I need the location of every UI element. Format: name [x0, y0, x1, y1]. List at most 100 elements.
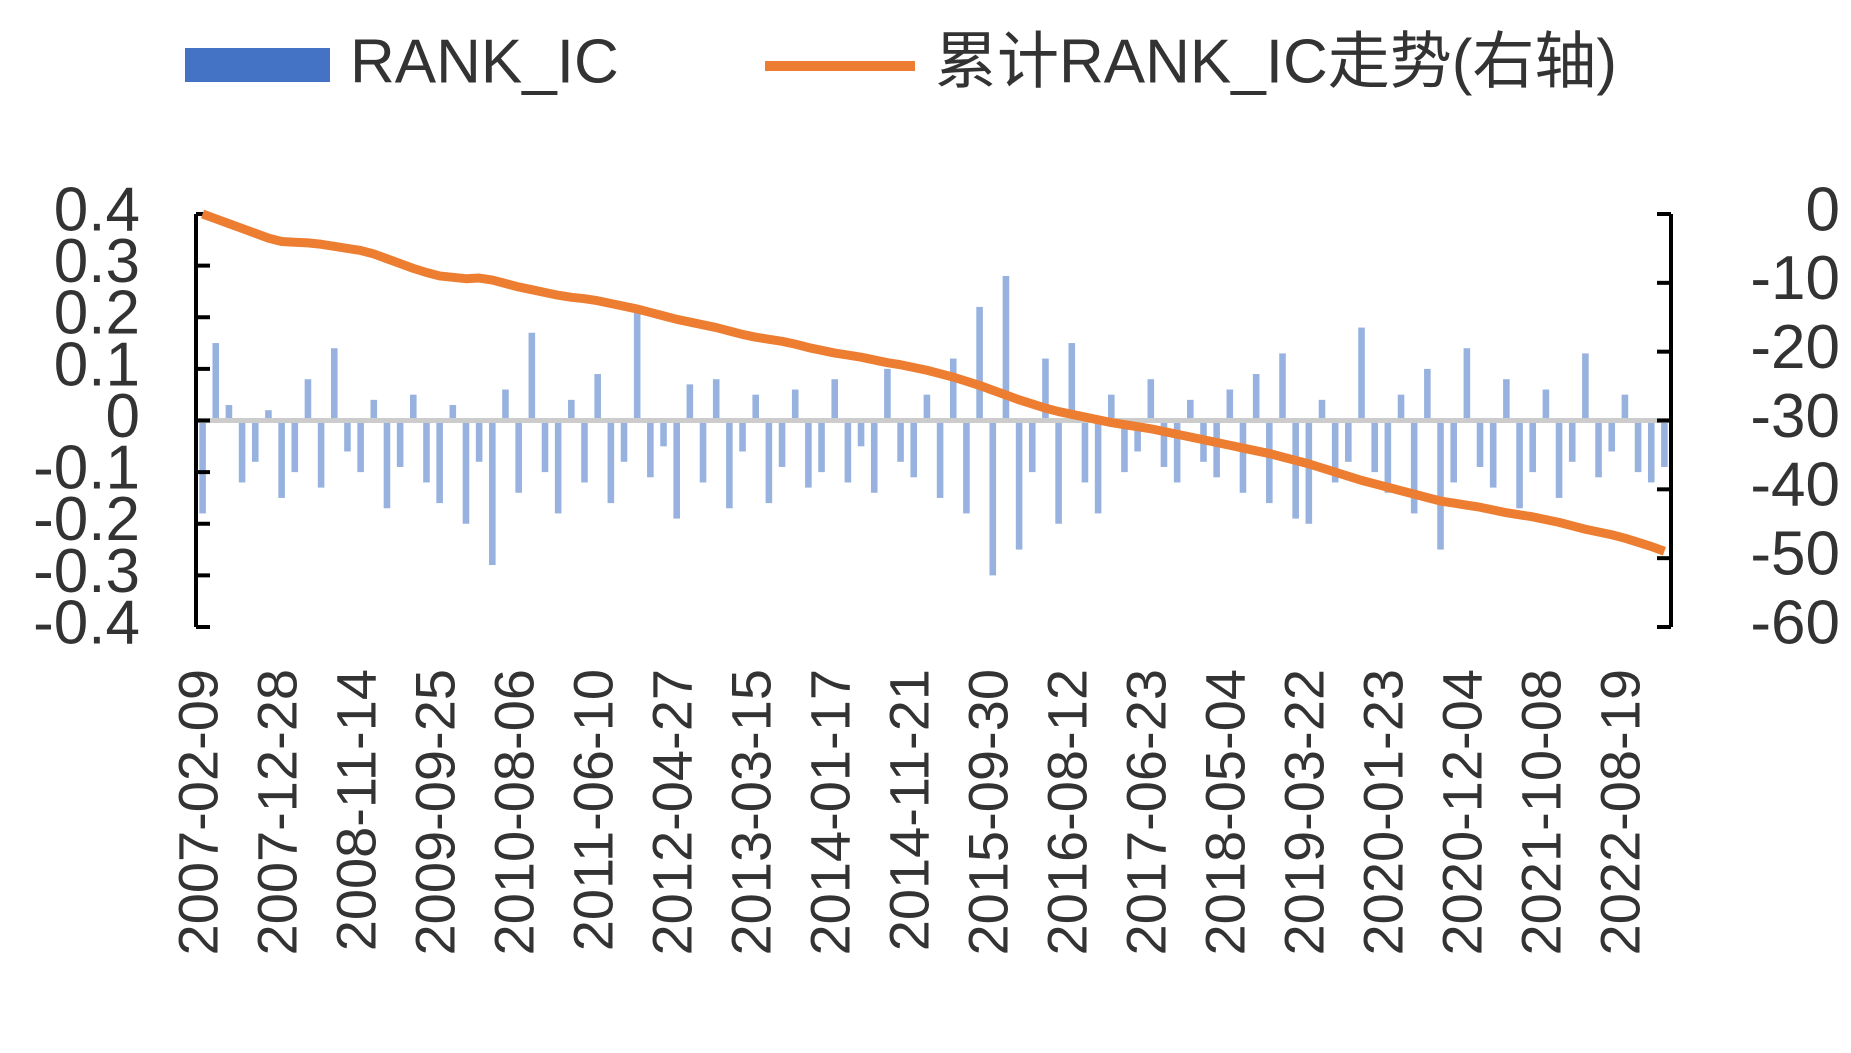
y-tick-label: -0.1	[33, 434, 140, 503]
x-tick-label: 2008-11-14	[324, 669, 387, 951]
y2-tick-label: -50	[1750, 520, 1840, 589]
y2-tick-label: -30	[1750, 382, 1840, 451]
bar	[1160, 420, 1168, 467]
bar	[1015, 420, 1023, 550]
y-tick-label: 0	[106, 382, 140, 451]
bar	[976, 306, 983, 421]
bar	[1608, 420, 1616, 452]
bar	[1279, 353, 1286, 421]
y-tick-label: 0.4	[54, 175, 140, 244]
bar	[1358, 327, 1365, 421]
bar	[1331, 420, 1339, 483]
bar	[1384, 420, 1392, 493]
legend-swatch	[185, 48, 330, 82]
bar	[436, 420, 443, 504]
bar	[502, 389, 509, 421]
bar	[1397, 394, 1405, 421]
x-tick-label: 2018-05-04	[1194, 669, 1257, 955]
bar	[251, 420, 259, 462]
bar	[515, 420, 522, 493]
bar	[1450, 420, 1457, 483]
x-tick-label: 2013-03-15	[720, 669, 783, 955]
y-tick-label: -0.2	[33, 485, 140, 554]
bar	[462, 420, 470, 524]
legend-label: 累计RANK_IC走势(右轴)	[935, 27, 1617, 96]
bar	[396, 420, 404, 467]
x-tick-label: 2017-06-23	[1115, 669, 1178, 955]
bar	[1226, 389, 1234, 421]
bar	[1621, 394, 1629, 421]
bar	[581, 420, 588, 483]
bar	[238, 420, 246, 483]
bar	[410, 394, 417, 421]
bar	[1252, 374, 1260, 421]
bar	[699, 420, 707, 483]
bar	[1489, 420, 1497, 488]
bar	[199, 420, 206, 514]
x-tick-label: 2010-08-06	[482, 669, 545, 955]
bar	[528, 332, 536, 421]
bar	[554, 420, 562, 514]
bar	[884, 368, 891, 421]
bar	[1002, 275, 1010, 421]
y2-tick-label: -60	[1750, 588, 1840, 657]
y-tick-label: 0.2	[54, 279, 140, 348]
bar	[923, 394, 931, 421]
bar	[594, 374, 601, 421]
bar	[844, 420, 852, 483]
legend-label: RANK_IC	[350, 27, 619, 96]
line	[201, 209, 1666, 556]
bar	[1476, 420, 1484, 467]
bar	[212, 343, 220, 421]
bar	[1503, 379, 1510, 421]
bar	[778, 420, 786, 467]
bar	[857, 420, 865, 447]
bar	[765, 420, 773, 504]
bar	[1318, 399, 1326, 421]
x-tick-label: 2021-10-08	[1510, 669, 1573, 955]
bar	[620, 420, 628, 462]
bar	[489, 420, 496, 566]
bar	[449, 405, 457, 421]
y2-tick-label: -20	[1750, 313, 1840, 382]
bar	[831, 379, 839, 421]
bar	[1371, 420, 1378, 473]
bar	[541, 420, 549, 473]
bar	[1345, 420, 1352, 462]
bar	[278, 420, 285, 498]
y2-tick-label: -10	[1750, 244, 1840, 313]
y-tick-label: 0.1	[54, 330, 140, 399]
bar	[291, 420, 299, 473]
bar	[330, 348, 338, 421]
bar	[607, 420, 615, 504]
bar	[1094, 420, 1102, 514]
bar	[1542, 389, 1550, 421]
bar	[1568, 420, 1576, 462]
bar	[423, 420, 430, 483]
bar	[936, 420, 944, 498]
x-tick-label: 2020-12-04	[1431, 669, 1494, 955]
bar	[1516, 420, 1523, 509]
x-tick-label: 2014-11-21	[878, 669, 941, 951]
bar	[1424, 368, 1431, 421]
x-tick-label: 2012-04-27	[640, 669, 703, 955]
bar	[1187, 399, 1194, 421]
bar	[1647, 420, 1655, 483]
bar	[370, 399, 378, 421]
x-tick-label: 2007-02-09	[166, 669, 229, 955]
bar	[989, 420, 997, 576]
bar	[1292, 420, 1299, 519]
bar	[1661, 420, 1668, 467]
x-tick-label: 2007-12-28	[245, 669, 308, 955]
bar	[1595, 420, 1602, 478]
bar	[752, 394, 760, 421]
bar	[1529, 420, 1537, 473]
y-tick-label: -0.3	[33, 537, 140, 606]
bar	[1266, 420, 1273, 504]
bar	[225, 405, 233, 421]
bar	[897, 420, 904, 462]
bar	[1068, 343, 1076, 421]
bar	[1107, 394, 1115, 421]
bar	[1582, 353, 1589, 421]
